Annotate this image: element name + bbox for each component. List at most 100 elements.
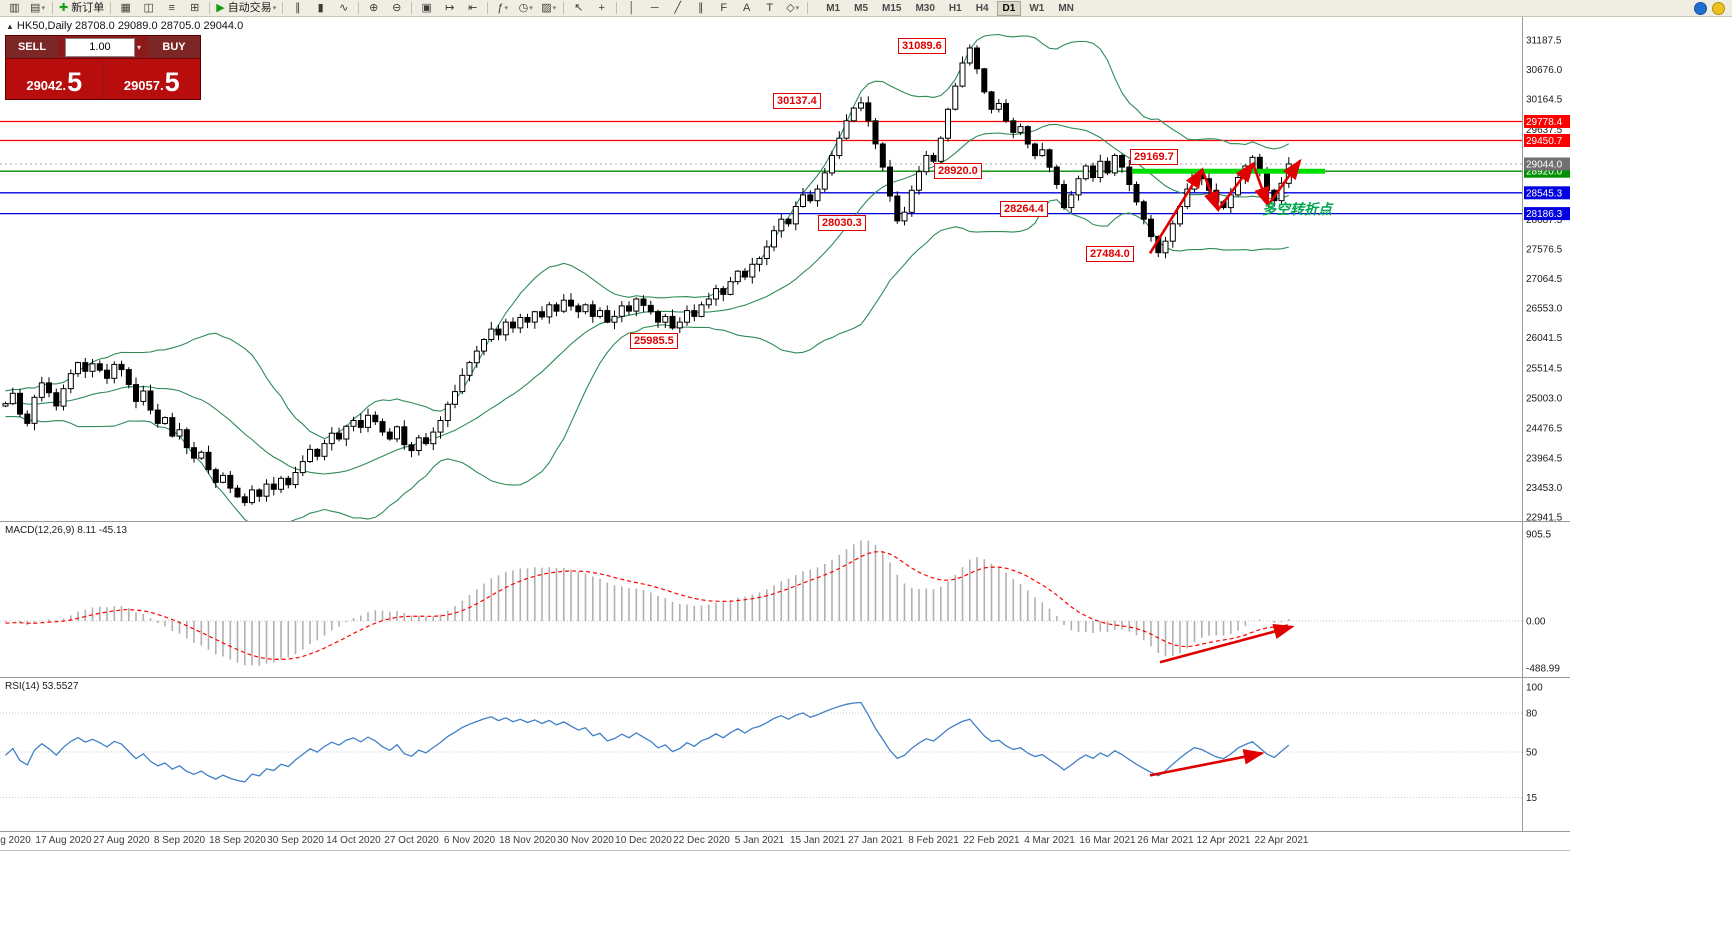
- chart-shift-icon[interactable]: ⇤: [461, 0, 484, 17]
- sell-price-main: 29042.: [26, 78, 67, 93]
- time-axis-label: 18 Sep 2020: [209, 835, 266, 846]
- notification-icon[interactable]: [1712, 1, 1725, 15]
- sell-price-button[interactable]: 29042. 5: [6, 59, 104, 99]
- time-axis-label: 10 Dec 2020: [615, 835, 672, 846]
- indicators-icon[interactable]: ƒ ▾: [491, 0, 514, 17]
- timeframe-h4[interactable]: H4: [975, 2, 989, 14]
- time-axis-label: 5 Aug 2020: [0, 835, 31, 846]
- price-chart-panel: 31187.5 30676.0 30164.5 29637.5 28087.5 27576…: [0, 17, 1570, 521]
- time-axis-label: 14 Oct 2020: [326, 835, 381, 846]
- chart-profiles-icon[interactable]: ▤ ▾: [26, 0, 49, 17]
- dropdown-arrow-icon[interactable]: ▾: [552, 4, 557, 12]
- chart-shift-icon-glyph: ⇤: [468, 1, 478, 14]
- svg-text:31187.5: 31187.5: [1526, 36, 1562, 47]
- timeframe-d1[interactable]: D1: [996, 0, 1022, 16]
- zoom-out-icon[interactable]: ⊖: [385, 0, 408, 17]
- candlestick-chart-icon[interactable]: ▮: [309, 0, 332, 17]
- mql5-community-icon[interactable]: [1694, 1, 1707, 15]
- horizontal-line-icon[interactable]: ─: [643, 0, 666, 17]
- zoom-in-icon[interactable]: ⊕: [362, 0, 385, 17]
- timeframe-m15[interactable]: M15: [882, 2, 902, 14]
- toolbar-separator: [487, 2, 489, 14]
- price-callout[interactable]: 31089.6: [898, 37, 946, 54]
- svg-text:25514.5: 25514.5: [1526, 364, 1563, 375]
- rsi-chart[interactable]: 100 80 50 15: [0, 678, 1570, 831]
- arrows-icon[interactable]: ◇ ▾: [781, 0, 804, 17]
- sell-button[interactable]: SELL: [6, 36, 58, 58]
- buy-price-button[interactable]: 29057. 5: [104, 59, 201, 99]
- collapse-arrow-icon[interactable]: ▲: [6, 22, 14, 31]
- main-toolbar: ▥ ▤ ▾ ✚ 新订单 ▦ ◫ ≡ ⊞ ▶ 自动交易 ▾ ∥ ▮ ∿ ⊕ ⊖ ▣ ↦ ⇤ ƒ ▾ ◷ ▾ ▨ ▾ ↖ + │ ─ ╱ ∥ F A T…: [0, 0, 1732, 17]
- price-callout[interactable]: 28920.0: [934, 163, 982, 180]
- time-axis-label: 22 Apr 2021: [1254, 835, 1309, 846]
- time-axis-label: 22 Dec 2020: [673, 835, 730, 846]
- trendline-icon[interactable]: ╱: [666, 0, 689, 17]
- market-watch-icon[interactable]: ▦: [114, 0, 137, 17]
- volume-input[interactable]: [64, 37, 135, 57]
- price-callout[interactable]: 30137.4: [773, 92, 821, 109]
- horizontal-line-icon-glyph: ─: [650, 1, 659, 14]
- price-callout[interactable]: 28030.3: [818, 214, 866, 231]
- vertical-line-icon[interactable]: │: [620, 0, 643, 17]
- price-callout[interactable]: 27484.0: [1086, 246, 1134, 263]
- price-callout[interactable]: 29169.7: [1130, 148, 1178, 165]
- toolbar-right-icons: [1689, 1, 1729, 15]
- toolbar-separator: [110, 2, 112, 14]
- dropdown-arrow-icon[interactable]: ▾: [504, 4, 509, 12]
- symbol-ohlc-text: HK50,Daily 28708.0 29089.0 28705.0 29044…: [16, 20, 244, 32]
- svg-text:30164.5: 30164.5: [1526, 95, 1563, 106]
- timeframe-m1[interactable]: M1: [826, 2, 841, 14]
- svg-text:25003.0: 25003.0: [1526, 393, 1563, 404]
- templates-icon[interactable]: ▨ ▾: [537, 0, 560, 17]
- bar-chart-icon[interactable]: ∥: [286, 0, 309, 17]
- chart-annotation[interactable]: 多空转折点: [1262, 201, 1332, 217]
- tile-windows-icon[interactable]: ▣: [415, 0, 438, 17]
- toolbar-separator: [807, 2, 809, 14]
- timeframe-m30[interactable]: M30: [915, 2, 935, 14]
- fibonacci-icon[interactable]: F: [712, 0, 735, 17]
- volume-dropdown-icon[interactable]: ▾: [136, 42, 141, 52]
- fibonacci-icon-glyph: F: [720, 1, 728, 14]
- rsi-label: RSI(14) 53.5527: [5, 681, 79, 692]
- auto-scroll-icon[interactable]: ↦: [438, 0, 461, 17]
- data-window-icon[interactable]: ◫: [137, 0, 160, 17]
- timeframe-w1[interactable]: W1: [1029, 2, 1045, 14]
- zoom-in-icon-glyph: ⊕: [369, 1, 379, 14]
- chart-profiles-icon-glyph: ▤: [30, 1, 41, 14]
- new-chart-icon[interactable]: ▥: [3, 0, 26, 17]
- price-callout[interactable]: 28264.4: [1000, 201, 1048, 218]
- autotrade-icon[interactable]: ▶ 自动交易 ▾: [213, 0, 279, 17]
- market-watch-icon-glyph: ▦: [120, 1, 131, 14]
- macd-label: MACD(12,26,9) 8.11 -45.13: [5, 525, 128, 536]
- periods-icon[interactable]: ◷ ▾: [514, 0, 537, 17]
- buy-button[interactable]: BUY: [148, 36, 200, 58]
- cursor-icon[interactable]: ↖: [567, 0, 590, 17]
- timeframe-h1[interactable]: H1: [948, 2, 962, 14]
- dropdown-arrow-icon[interactable]: ▾: [529, 4, 533, 12]
- price-callout[interactable]: 25985.5: [630, 332, 678, 349]
- new-order-icon-glyph: ✚: [59, 1, 69, 14]
- new-order-icon[interactable]: ✚ 新订单: [56, 0, 107, 17]
- toolbar-separator: [358, 2, 360, 14]
- macd-chart[interactable]: 905.5 0.00 -488.99: [0, 522, 1570, 677]
- timeframe-mn[interactable]: MN: [1058, 2, 1074, 14]
- terminal-icon[interactable]: ⊞: [183, 0, 206, 17]
- text-icon[interactable]: A: [735, 0, 758, 17]
- candlestick-chart[interactable]: 31187.5 30676.0 30164.5 29637.5 28087.5 27576…: [0, 17, 1570, 521]
- dropdown-arrow-icon[interactable]: ▾: [795, 4, 800, 12]
- crosshair-icon[interactable]: +: [590, 0, 613, 17]
- dropdown-arrow-icon[interactable]: ▾: [272, 4, 277, 12]
- time-axis-label: 6 Nov 2020: [443, 835, 496, 846]
- svg-text:50: 50: [1526, 748, 1538, 759]
- vertical-line-icon-glyph: │: [628, 1, 636, 14]
- timeframe-m5[interactable]: M5: [854, 2, 869, 14]
- equidistant-channel-icon[interactable]: ∥: [689, 0, 712, 17]
- buy-price-main: 29057.: [123, 78, 164, 93]
- navigator-icon[interactable]: ≡: [160, 0, 183, 17]
- line-chart-icon[interactable]: ∿: [332, 0, 355, 17]
- svg-text:0.00: 0.00: [1526, 617, 1546, 628]
- svg-text:905.5: 905.5: [1526, 530, 1551, 541]
- text-label-icon[interactable]: T: [758, 0, 781, 17]
- dropdown-arrow-icon[interactable]: ▾: [41, 4, 45, 12]
